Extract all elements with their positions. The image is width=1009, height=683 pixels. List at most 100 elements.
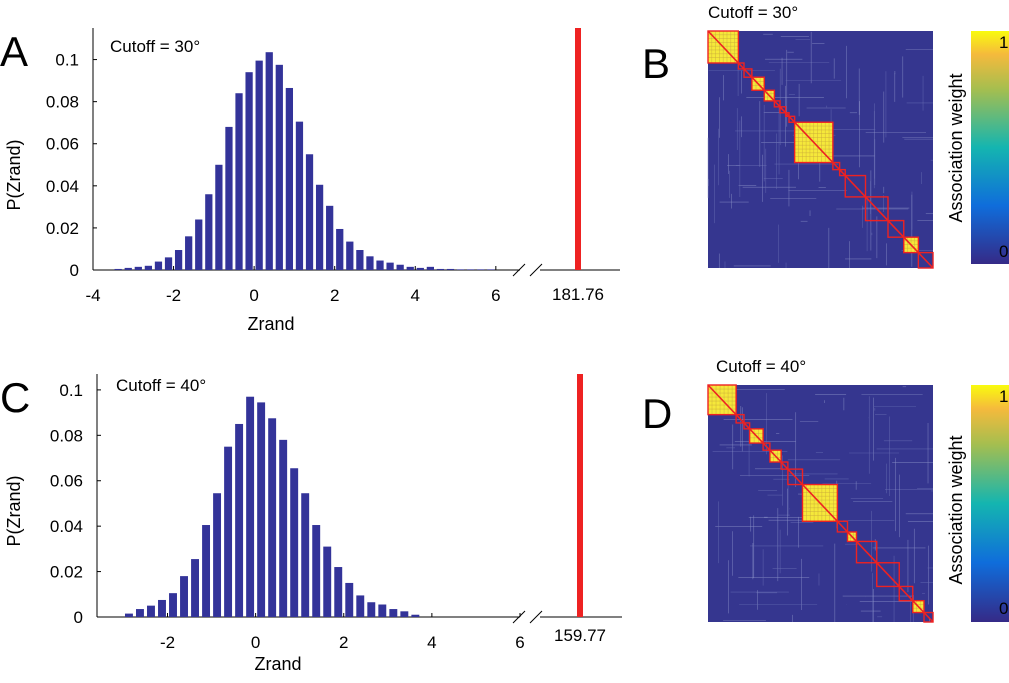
colorbar-d bbox=[971, 385, 1009, 622]
matrix-b-module-outline bbox=[737, 62, 745, 70]
histogram-a-bar bbox=[285, 87, 294, 271]
histogram-c-bar bbox=[147, 605, 155, 617]
histogram-a-bar bbox=[124, 267, 132, 270]
histogram-a-bar bbox=[436, 268, 445, 270]
matrix-d-title: Cutoff = 40° bbox=[716, 357, 806, 376]
colorbar-d-label: Association weight bbox=[946, 435, 966, 584]
matrix-d-module-outline bbox=[707, 384, 737, 416]
histogram-a-bar bbox=[154, 261, 163, 270]
matrix-d-module-outline bbox=[855, 540, 878, 564]
matrix-d-module-outline bbox=[876, 562, 900, 588]
matrix-b-module-outline bbox=[788, 115, 796, 123]
panel-b: B Cutoff = 30° 1 0 Association weight bbox=[642, 3, 1009, 269]
histogram-c-ytick-label: 0.08 bbox=[50, 426, 83, 445]
histogram-a-bar bbox=[295, 121, 304, 270]
histogram-a-ytick-label: 0.02 bbox=[46, 219, 79, 238]
matrix-b-title: Cutoff = 30° bbox=[708, 3, 798, 22]
histogram-c-bar bbox=[345, 582, 354, 617]
colorbar-b-label: Association weight bbox=[946, 73, 966, 222]
histogram-a-ylabel: P(Zrand) bbox=[4, 139, 24, 210]
histogram-a-bar bbox=[396, 264, 404, 270]
histogram-a-xtick-label: -2 bbox=[166, 286, 181, 305]
histogram-a-xtick-label: -4 bbox=[85, 286, 100, 305]
histogram-c-bar bbox=[279, 439, 288, 617]
histogram-c-xlabel: Zrand bbox=[254, 654, 301, 674]
colorbar-b-tick-high: 1 bbox=[999, 33, 1008, 52]
histogram-a-bar bbox=[326, 205, 334, 270]
histogram-c-bar bbox=[135, 609, 144, 617]
panel-letter-d: D bbox=[642, 390, 672, 437]
panel-c: C 0 0.02 0.04 0.06 0.08 0.1 -2 0 2 4 6 Cutoff = 40… bbox=[0, 374, 622, 674]
histogram-c-bar bbox=[389, 609, 398, 617]
panel-letter-a: A bbox=[0, 28, 28, 75]
histogram-a-outlier-bar bbox=[575, 28, 581, 270]
histogram-c-bar bbox=[378, 604, 387, 617]
histogram-a-bar bbox=[406, 266, 414, 270]
histogram-a-bar bbox=[134, 266, 142, 270]
histogram-a-ytick-label: 0 bbox=[70, 261, 79, 280]
histogram-c-bar bbox=[312, 525, 321, 617]
matrix-b-module-outline bbox=[751, 76, 765, 91]
histogram-a-outlier-label: 181.76 bbox=[552, 285, 604, 304]
matrix-d-diagonal bbox=[707, 384, 934, 623]
histogram-c-bar bbox=[411, 614, 420, 617]
histogram-c-xtick-label: 6 bbox=[515, 633, 524, 652]
histogram-c-bar bbox=[400, 611, 409, 617]
histogram-c-ytick-label: 0.04 bbox=[50, 517, 83, 536]
matrix-b-module-outline bbox=[763, 89, 776, 102]
histogram-c: 0 0.02 0.04 0.06 0.08 0.1 -2 0 2 4 6 bbox=[50, 374, 622, 652]
matrix-b-diagonal bbox=[707, 30, 934, 269]
histogram-a-bar bbox=[265, 52, 273, 271]
matrix-b-module-outline bbox=[793, 121, 834, 164]
histogram-a-bar bbox=[164, 257, 173, 270]
histogram-c-bar bbox=[356, 595, 365, 617]
histogram-c-xtick-label: -2 bbox=[160, 633, 175, 652]
histogram-c-bar bbox=[323, 546, 332, 617]
matrix-d-module-outline bbox=[735, 413, 745, 424]
matrix-d-module-outline bbox=[748, 428, 764, 444]
histogram-c-ytick-label: 0.02 bbox=[50, 563, 83, 582]
histogram-a-bar bbox=[416, 267, 424, 270]
histogram-c-title: Cutoff = 40° bbox=[116, 376, 206, 395]
histogram-a-bar bbox=[446, 268, 455, 270]
histogram-a-xlabel: Zrand bbox=[247, 314, 294, 334]
histogram-a-bar bbox=[366, 256, 374, 270]
histogram-c-xtick-label: 4 bbox=[427, 633, 436, 652]
histogram-c-bar bbox=[202, 525, 211, 617]
matrix-d bbox=[707, 384, 934, 623]
panel-letter-c: C bbox=[0, 374, 30, 421]
histogram-a-bar bbox=[195, 219, 203, 270]
histogram-a-bar bbox=[144, 265, 153, 270]
histogram-a-bar bbox=[245, 72, 253, 270]
histogram-c-bar bbox=[180, 576, 188, 617]
histogram-a-bar bbox=[255, 60, 263, 271]
histogram-c-bar bbox=[246, 396, 255, 617]
histogram-c-bar bbox=[268, 418, 277, 617]
matrix-b-module-outline bbox=[844, 174, 867, 198]
histogram-c-bar bbox=[224, 446, 233, 617]
matrix-d-module-outline bbox=[912, 599, 925, 614]
histogram-a-bar bbox=[356, 250, 364, 270]
matrix-b-module-outline bbox=[917, 251, 934, 269]
matrix-b-module-outline bbox=[838, 168, 846, 177]
histogram-a-bar bbox=[174, 250, 183, 270]
histogram-c-ytick-label: 0.1 bbox=[59, 381, 83, 400]
histogram-c-ytick-label: 0 bbox=[74, 608, 83, 627]
histogram-c-ytick-label: 0.06 bbox=[50, 472, 83, 491]
histogram-c-xtick-label: 2 bbox=[339, 633, 348, 652]
matrix-d-module-outline bbox=[898, 585, 914, 602]
colorbar-d-tick-high: 1 bbox=[999, 387, 1008, 406]
histogram-c-outlier-label: 159.77 bbox=[554, 626, 606, 645]
histogram-a-bar bbox=[205, 194, 213, 270]
matrix-d-module-outline bbox=[836, 520, 849, 533]
colorbar-b-tick-low: 0 bbox=[999, 242, 1008, 261]
histogram-a-ytick-label: 0.06 bbox=[46, 135, 79, 154]
histogram-a-bar bbox=[386, 262, 394, 270]
histogram-c-bar bbox=[257, 402, 266, 617]
histogram-c-bar bbox=[158, 599, 166, 617]
matrix-b-module-outline bbox=[832, 161, 841, 171]
histogram-a-bar bbox=[185, 236, 193, 270]
histogram-a-xtick-label: 2 bbox=[330, 286, 339, 305]
matrix-b-module-outline bbox=[743, 68, 753, 78]
histogram-a: 0 0.02 0.04 0.06 0.08 0.1 -4 -2 0 2 4 6 bbox=[46, 28, 620, 305]
